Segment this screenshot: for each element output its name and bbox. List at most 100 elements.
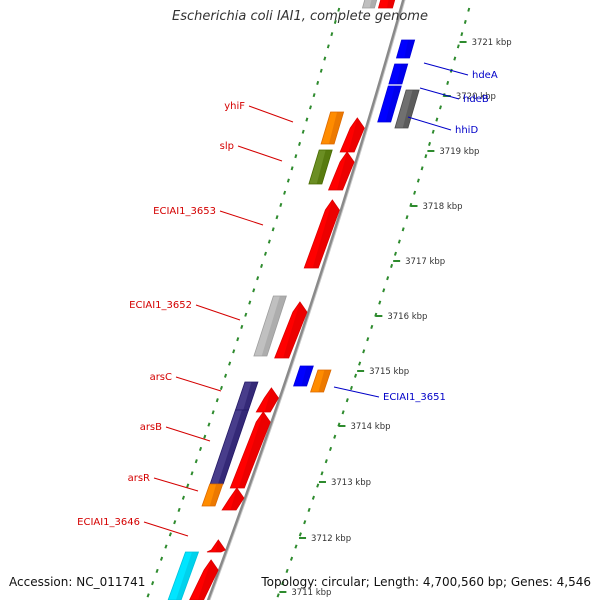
gene-leader-line: [248, 105, 294, 123]
feature-block-reverse-gray-shade: [402, 90, 420, 128]
tick-mark-inner: [378, 300, 382, 305]
tick-mark-inner: [362, 349, 366, 354]
feature-arrow-forward-red-shade: [283, 302, 307, 358]
scale-label: 3714 kbp: [350, 422, 390, 432]
tick-mark-inner: [324, 459, 328, 464]
tick-mark-outer: [177, 507, 181, 513]
tick-mark-inner: [431, 129, 435, 134]
tick-mark-outer: [173, 520, 177, 525]
tick-mark-outer: [155, 568, 159, 574]
scale-label: 3711 kbp: [291, 588, 331, 598]
tick-mark-inner: [298, 532, 302, 537]
tick-mark-outer: [215, 398, 219, 403]
tick-mark-outer: [305, 117, 309, 122]
tick-mark-inner: [467, 7, 471, 12]
tick-mark-outer: [286, 178, 290, 183]
tick-mark-outer: [337, 7, 341, 12]
gene-label: arsC: [150, 372, 172, 383]
gene-leader-line: [165, 426, 211, 442]
tick-mark-outer: [294, 154, 298, 159]
tick-mark-inner: [435, 117, 439, 122]
tick-mark-inner: [456, 44, 460, 49]
tick-mark-outer: [236, 337, 240, 342]
tick-mark-inner: [303, 520, 307, 525]
gene-leader-line: [143, 521, 189, 537]
tick-mark-inner: [294, 544, 298, 549]
tick-mark-outer: [146, 593, 150, 598]
tick-mark-inner: [307, 507, 311, 513]
tick-mark-outer: [333, 19, 337, 24]
tick-mark-outer: [207, 422, 211, 427]
gene-leader-line: [219, 210, 264, 226]
feature-block-forward-shade: [217, 410, 249, 484]
tick-mark-inner: [354, 373, 358, 378]
feature-block-forward-shade: [328, 112, 344, 144]
tick-mark-inner: [405, 215, 409, 220]
tick-mark-inner: [328, 446, 333, 452]
gene-label: ECIAI1_3652: [129, 300, 192, 311]
tick-mark-inner: [386, 276, 390, 281]
tick-mark-outer: [224, 373, 228, 378]
tick-mark-inner: [424, 154, 428, 159]
tick-mark-outer: [316, 80, 320, 85]
gene-label: slp: [220, 141, 234, 152]
feature-arrow-forward-red-shade: [264, 388, 279, 412]
tick-mark-inner: [416, 178, 420, 183]
genome-summary: Topology: circular; Length: 4,700,560 bp…: [261, 575, 591, 589]
gene-label: ECIAI1_3646: [77, 517, 140, 528]
tick-mark-outer: [312, 93, 316, 98]
tick-mark-inner: [341, 410, 345, 415]
map-title: Escherichia coli IAI1, complete genome: [172, 9, 428, 24]
tick-mark-inner: [358, 361, 362, 366]
tick-mark-outer: [271, 227, 275, 232]
tick-mark-outer: [232, 349, 236, 354]
tick-mark-outer: [244, 312, 248, 317]
gene-label: arsB: [140, 422, 162, 433]
gene-leader-line: [419, 87, 460, 100]
tick-mark-inner: [316, 483, 320, 488]
feature-block-gray-shade: [369, 0, 377, 8]
scale-label: 3720 kbp: [456, 92, 496, 102]
feature-block-forward-shade: [261, 296, 287, 356]
tick-mark-outer: [159, 556, 164, 561]
gene-leader-line: [407, 116, 452, 131]
tick-mark-inner: [446, 80, 450, 85]
tick-mark-outer: [279, 202, 283, 207]
tick-mark-outer: [330, 32, 334, 37]
accession-label: Accession: NC_011741: [9, 575, 146, 589]
tick-mark-outer: [326, 44, 330, 49]
feature-arrow-forward-red-shade: [312, 200, 340, 268]
scale-label: 3713 kbp: [331, 478, 371, 488]
gene-leader-line: [333, 386, 380, 398]
tick-mark-inner: [453, 56, 457, 61]
tick-mark-inner: [311, 495, 315, 500]
feature-arrow-reverse-blue-shade: [301, 366, 314, 386]
tick-mark-inner: [370, 324, 374, 330]
scale-label: 3718 kbp: [422, 202, 462, 212]
gene-leader-line: [423, 62, 469, 76]
feature-arrow-reverse-blue-shade: [385, 86, 402, 122]
scale-label: 3719 kbp: [439, 147, 479, 157]
gene-label: hdeA: [472, 70, 498, 81]
scale-label: 3712 kbp: [311, 534, 351, 544]
gene-label: hhiD: [455, 125, 478, 136]
feature-arrow-forward-red-shade: [348, 118, 365, 152]
feature-arrow-forward-red-shade: [197, 560, 219, 600]
tick-mark-inner: [281, 581, 285, 586]
tick-mark-inner: [393, 251, 397, 256]
tick-mark-inner: [420, 166, 424, 171]
tick-mark-outer: [198, 446, 203, 452]
genome-backbone: [206, 0, 406, 600]
feature-block-forward-shade: [243, 382, 258, 410]
feature-block-forward-shade: [209, 484, 223, 506]
gene-leader-line: [237, 145, 283, 162]
tick-mark-outer: [309, 105, 312, 110]
gene-leader-line: [153, 477, 199, 492]
tick-mark-inner: [345, 398, 349, 403]
tick-mark-outer: [319, 68, 323, 73]
feature-block-forward-shade: [316, 150, 333, 184]
tick-mark-outer: [301, 129, 305, 134]
gene-label: ECIAI1_3651: [383, 392, 446, 403]
gene-label: yhiF: [224, 101, 245, 112]
